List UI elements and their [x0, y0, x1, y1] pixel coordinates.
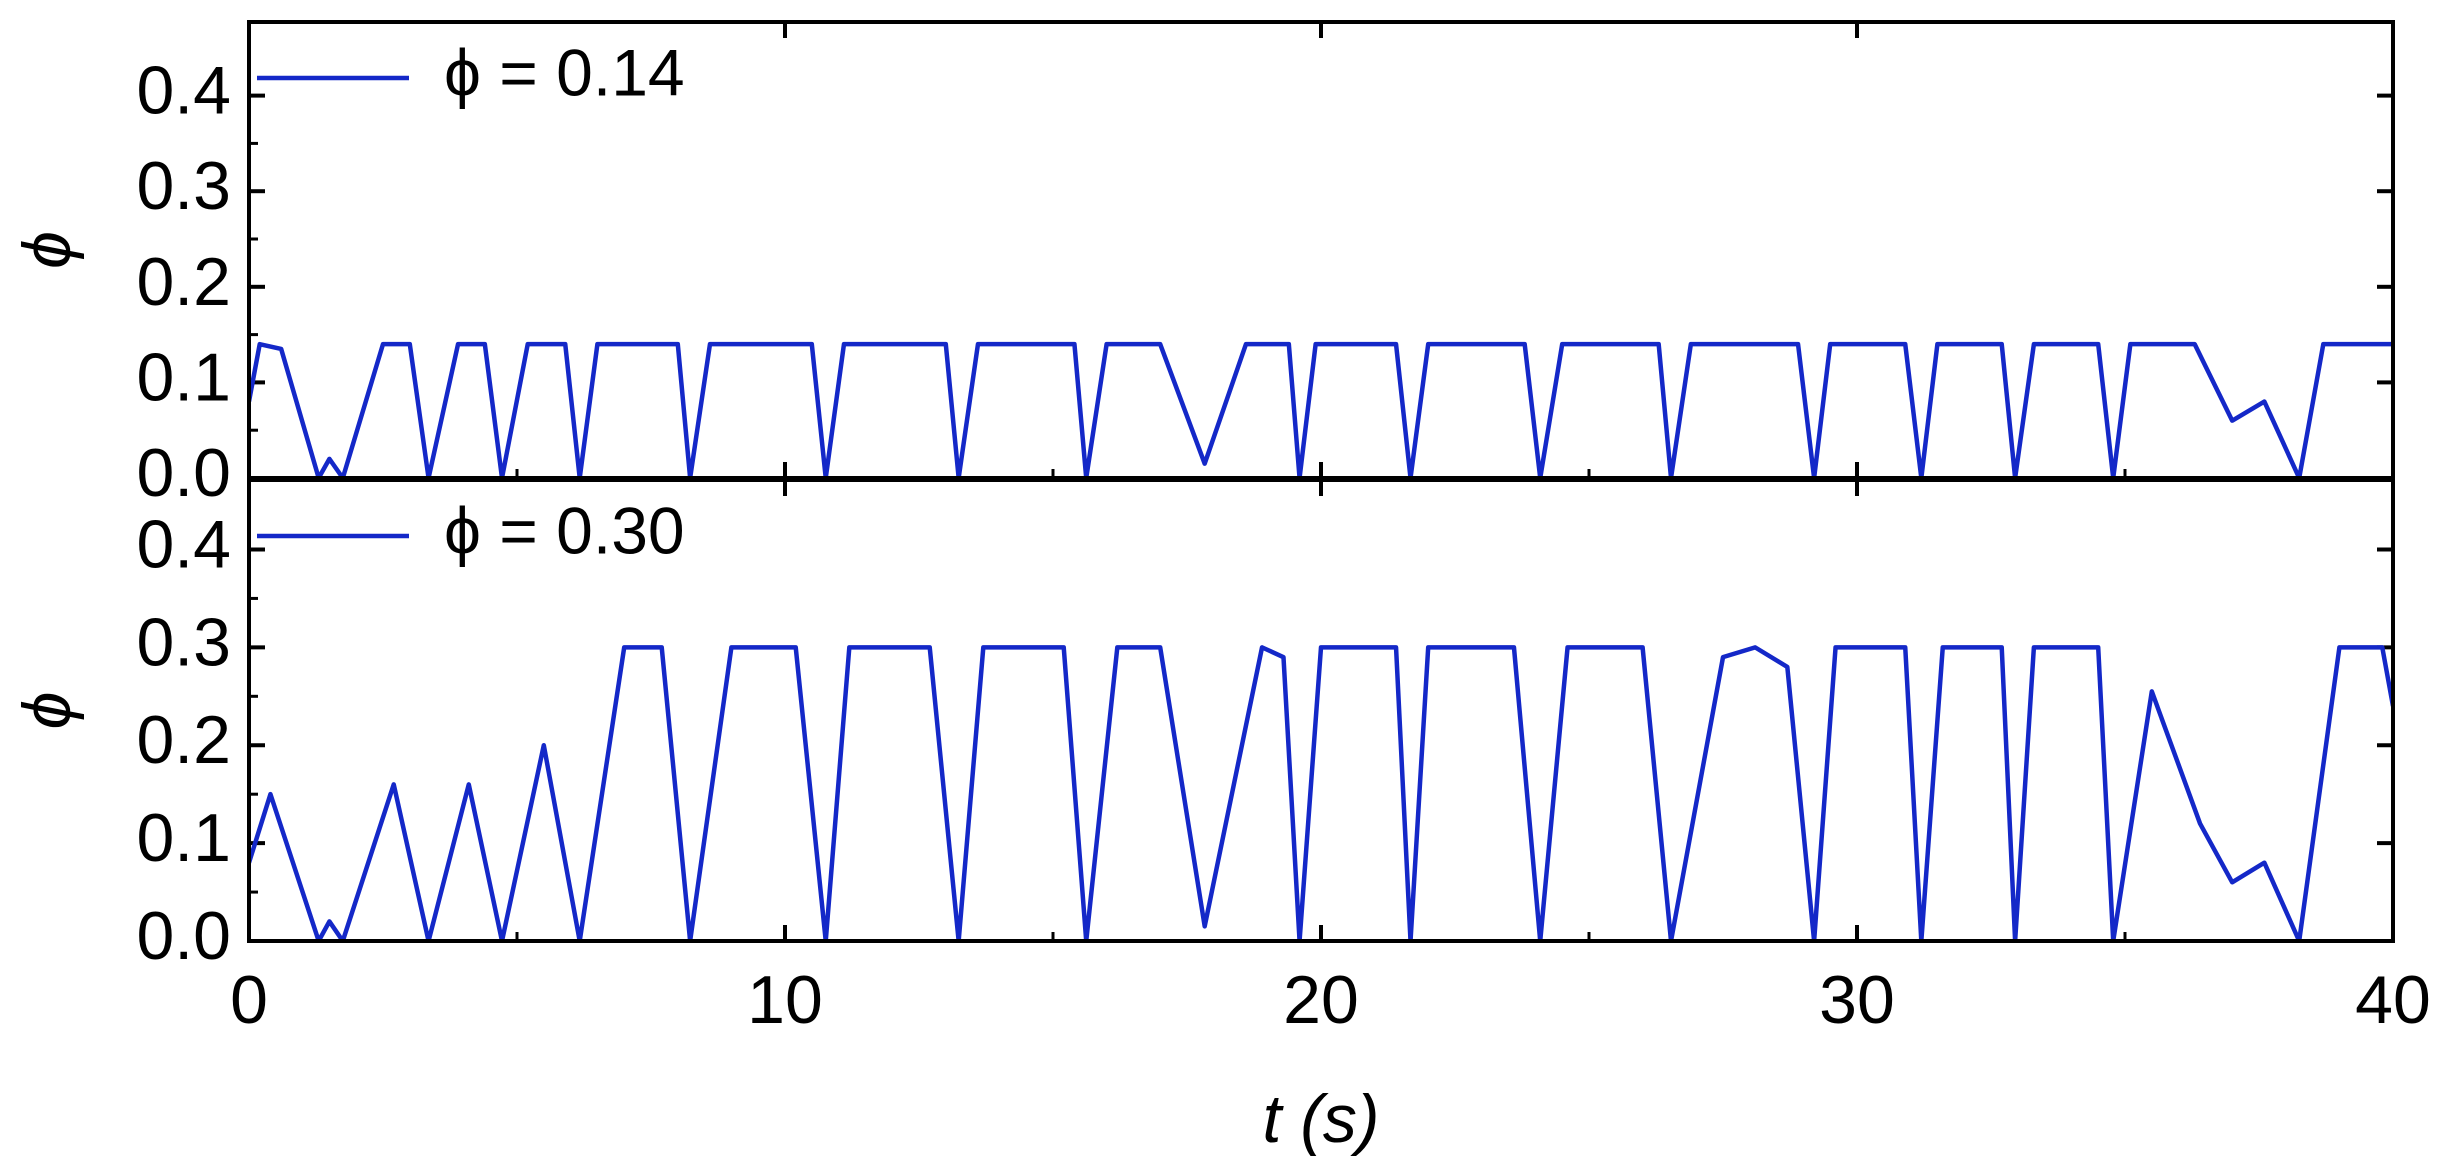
- y-tick-label: 0.0: [136, 435, 231, 511]
- legend-text: ϕ = 0.30: [444, 493, 685, 567]
- x-tick-label: 30: [1819, 962, 1895, 1038]
- y-tick-label: 0.4: [136, 53, 231, 129]
- legend-text: ϕ = 0.14: [444, 35, 685, 109]
- y-tick-label: 0.4: [136, 506, 231, 582]
- y-axis-title: ϕ: [9, 231, 85, 269]
- y-tick-label: 0.2: [136, 244, 231, 320]
- y-tick-label: 0.0: [136, 898, 231, 974]
- data-line: [249, 341, 2393, 478]
- y-tick-label: 0.2: [136, 702, 231, 778]
- y-axis-title: ϕ: [9, 692, 85, 730]
- y-tick-label: 0.3: [136, 148, 231, 224]
- x-tick-label: 10: [747, 962, 823, 1038]
- y-tick-label: 0.1: [136, 800, 231, 876]
- x-axis-title: t (s): [1262, 1081, 1379, 1157]
- x-tick-label: 40: [2355, 962, 2431, 1038]
- plot-frame: [247, 478, 2395, 943]
- y-tick-label: 0.1: [136, 339, 231, 415]
- x-tick-label: 0: [230, 962, 268, 1038]
- data-line: [249, 645, 2393, 941]
- x-tick-label: 20: [1283, 962, 1359, 1038]
- y-tick-label: 0.3: [136, 604, 231, 680]
